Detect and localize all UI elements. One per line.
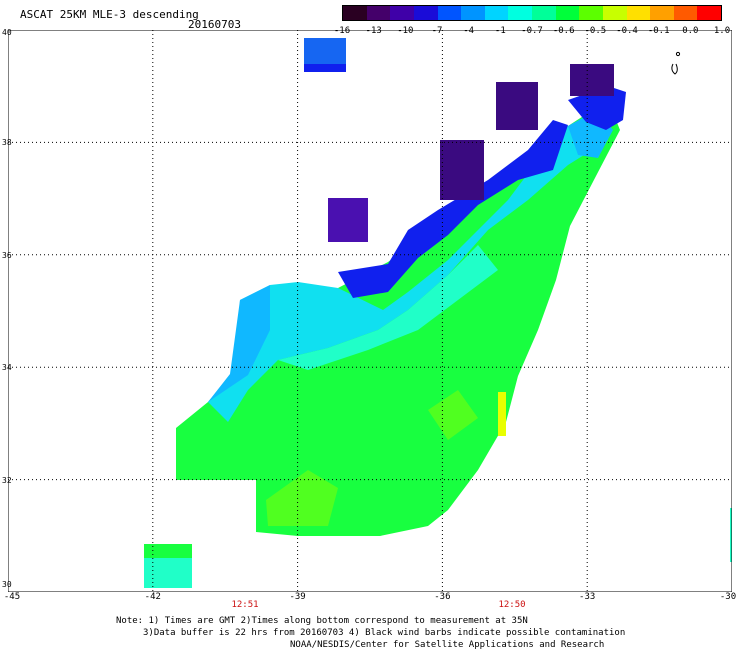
- color-scale-bar: [342, 5, 722, 21]
- lat-lon-grid: [8, 30, 732, 592]
- swath-region: [428, 390, 478, 440]
- swath-block: [498, 392, 506, 436]
- color-scale-label: -0.1: [647, 26, 670, 36]
- longitude-label: -36: [434, 592, 451, 602]
- color-scale-swatch: [484, 6, 509, 20]
- color-scale-swatch: [390, 6, 414, 20]
- color-scale-swatch: [461, 6, 485, 20]
- swath-region: [278, 245, 498, 370]
- color-scale-swatch: [532, 6, 556, 20]
- swath-block: [144, 544, 192, 558]
- color-scale-swatch: [626, 6, 651, 20]
- swath-block: [328, 198, 368, 242]
- latitude-label: 36: [2, 250, 12, 260]
- note-credit: NOAA/NESDIS/Center for Satellite Applica…: [290, 640, 605, 650]
- latitude-label: 30: [2, 580, 12, 589]
- color-scale-swatch: [343, 6, 367, 20]
- color-scale-swatch: [650, 6, 674, 20]
- note-line-1: Note: 1) Times are GMT 2)Times along bot…: [116, 616, 528, 626]
- color-scale-swatch: [366, 6, 391, 20]
- color-scale-labels: -16 -13 -10 -7 -4 -1 -0.7 -0.6 -0.5 -0.4 -0.1 0.0 1.…: [334, 26, 730, 38]
- swath-region: [568, 86, 626, 130]
- longitude-label: -45: [3, 592, 21, 602]
- swath-block: [570, 64, 614, 96]
- latitude-label: 38: [2, 138, 12, 148]
- color-scale-label: -1: [494, 26, 506, 36]
- color-scale-label: -0.4: [616, 26, 638, 36]
- color-scale-label: -7: [431, 26, 443, 36]
- longitude-label: -42: [144, 592, 161, 602]
- color-scale-swatch: [697, 6, 721, 20]
- swath-block: [304, 64, 346, 72]
- color-scale-label: 0.0: [682, 26, 699, 36]
- wind-barb: [671, 51, 681, 75]
- swath-block: [304, 38, 346, 64]
- color-scale-swatch: [413, 6, 438, 20]
- ascat-swath-data: [144, 38, 732, 588]
- color-scale-label: -10: [397, 26, 414, 36]
- swath-block: [496, 82, 538, 130]
- swath-region: [266, 470, 338, 526]
- longitude-label: -30: [719, 592, 737, 602]
- color-scale-swatch: [437, 6, 462, 20]
- color-scale-swatch: [555, 6, 580, 20]
- swath-region: [208, 110, 608, 422]
- color-scale-label: -4: [463, 26, 475, 36]
- map-date: 20160703: [188, 18, 241, 31]
- pass-time-left: 12:51: [231, 600, 259, 610]
- color-scale-label: -0.7: [521, 26, 543, 36]
- color-scale-label: -13: [365, 26, 382, 36]
- color-scale-label: 1.0: [713, 26, 731, 36]
- color-scale-label: -0.5: [584, 26, 607, 36]
- color-scale-swatch: [508, 6, 532, 20]
- color-scale-swatch: [673, 6, 698, 20]
- longitude-label: -33: [579, 592, 596, 602]
- pass-time-right: 12:50: [498, 600, 526, 610]
- swath-block: [730, 508, 732, 562]
- swath-region: [208, 285, 270, 402]
- note-line-2: 3)Data buffer is 22 hrs from 20160703 4)…: [143, 628, 626, 638]
- map-title: ASCAT 25KM MLE-3 descending: [20, 8, 199, 21]
- swath-region: [338, 120, 568, 298]
- latitude-label: 32: [2, 475, 12, 485]
- latitude-label: 34: [2, 363, 12, 373]
- longitude-label: -39: [289, 592, 306, 602]
- color-scale-swatch: [602, 6, 627, 20]
- swath-block: [440, 140, 484, 200]
- swath-block: [144, 558, 192, 588]
- color-scale-swatch: [579, 6, 603, 20]
- swath-map: [8, 30, 732, 592]
- color-scale-label: -0.6: [552, 26, 575, 36]
- color-scale-label: -16: [333, 26, 351, 36]
- latitude-label: 40: [2, 28, 12, 37]
